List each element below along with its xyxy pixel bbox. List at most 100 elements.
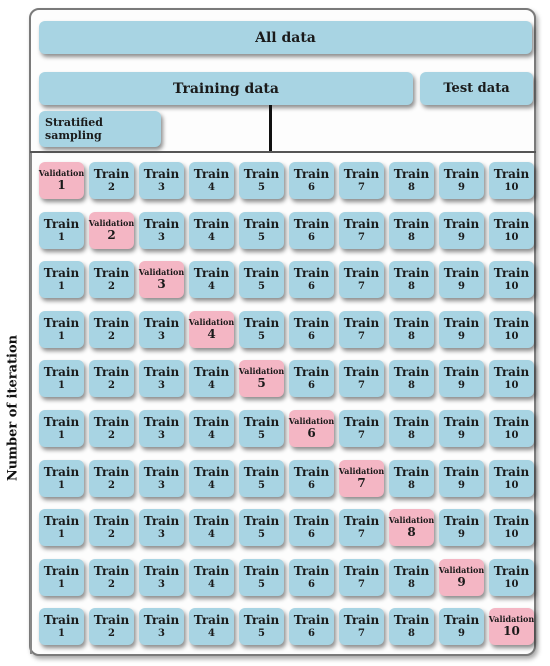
fold-number: 6 bbox=[308, 528, 315, 540]
train-fold: Train 2 bbox=[89, 261, 134, 298]
train-fold: Train 1 bbox=[39, 410, 84, 447]
train-fold: Train 8 bbox=[389, 162, 434, 199]
fold-label: Train bbox=[343, 563, 380, 578]
fold-number: 4 bbox=[208, 181, 215, 193]
fold-label: Train bbox=[493, 216, 530, 231]
train-fold: Train 2 bbox=[89, 509, 134, 546]
fold-number: 9 bbox=[458, 181, 465, 193]
validation-fold: Validation 1 bbox=[39, 162, 84, 199]
train-fold: Train 3 bbox=[139, 509, 184, 546]
fold-label: Train bbox=[43, 265, 80, 280]
validation-fold: Validation 3 bbox=[139, 261, 184, 298]
fold-number: 1 bbox=[58, 429, 65, 441]
fold-number: 4 bbox=[208, 429, 215, 441]
train-fold: Train 10 bbox=[489, 162, 534, 199]
fold-number: 7 bbox=[358, 528, 365, 540]
fold-number: 10 bbox=[504, 231, 519, 243]
fold-number: 2 bbox=[108, 379, 115, 391]
fold-label: Train bbox=[243, 563, 280, 578]
fold-label: Train bbox=[293, 315, 330, 330]
train-fold: Train 6 bbox=[289, 608, 334, 645]
train-fold: Train 4 bbox=[189, 509, 234, 546]
fold-label: Validation bbox=[288, 416, 335, 426]
fold-label: Validation bbox=[188, 317, 235, 327]
fold-number: 5 bbox=[257, 376, 266, 391]
fold-label: Validation bbox=[138, 267, 185, 277]
train-fold: Train 8 bbox=[389, 460, 434, 497]
fold-number: 1 bbox=[58, 231, 65, 243]
validation-fold: Validation 2 bbox=[89, 212, 134, 249]
train-fold: Train 3 bbox=[139, 360, 184, 397]
train-fold: Train 1 bbox=[39, 559, 84, 596]
validation-fold: Validation 8 bbox=[389, 509, 434, 546]
fold-label: Train bbox=[93, 563, 130, 578]
fold-label: Train bbox=[43, 414, 80, 429]
fold-label: Train bbox=[93, 612, 130, 627]
fold-label: Train bbox=[193, 612, 230, 627]
fold-label: Train bbox=[393, 364, 430, 379]
fold-number: 9 bbox=[458, 379, 465, 391]
connector-line bbox=[269, 105, 272, 153]
fold-label: Train bbox=[343, 315, 380, 330]
fold-label: Validation bbox=[338, 466, 385, 476]
fold-label: Train bbox=[493, 364, 530, 379]
train-fold: Train 3 bbox=[139, 212, 184, 249]
fold-number: 1 bbox=[58, 479, 65, 491]
axis-line bbox=[30, 153, 32, 654]
train-fold: Train 4 bbox=[189, 162, 234, 199]
fold-label: Train bbox=[143, 166, 180, 181]
fold-label: Train bbox=[93, 166, 130, 181]
fold-label: Train bbox=[393, 563, 430, 578]
fold-number: 10 bbox=[504, 528, 519, 540]
fold-label: Train bbox=[243, 513, 280, 528]
fold-label: Train bbox=[293, 464, 330, 479]
fold-label: Train bbox=[443, 464, 480, 479]
fold-label: Train bbox=[93, 464, 130, 479]
fold-number: 9 bbox=[458, 231, 465, 243]
fold-number: 2 bbox=[107, 228, 116, 243]
train-fold: Train 10 bbox=[489, 261, 534, 298]
fold-number: 8 bbox=[408, 578, 415, 590]
fold-number: 4 bbox=[208, 479, 215, 491]
fold-label: Train bbox=[393, 414, 430, 429]
fold-number: 4 bbox=[208, 280, 215, 292]
train-fold: Train 10 bbox=[489, 410, 534, 447]
fold-number: 9 bbox=[458, 330, 465, 342]
train-fold: Train 3 bbox=[139, 410, 184, 447]
train-fold: Train 5 bbox=[239, 410, 284, 447]
train-fold: Train 6 bbox=[289, 509, 334, 546]
fold-number: 7 bbox=[358, 181, 365, 193]
train-fold: Train 1 bbox=[39, 212, 84, 249]
fold-number: 3 bbox=[158, 231, 165, 243]
fold-label: Train bbox=[143, 563, 180, 578]
train-fold: Train 1 bbox=[39, 608, 84, 645]
fold-label: Train bbox=[143, 513, 180, 528]
fold-number: 8 bbox=[408, 330, 415, 342]
fold-number: 7 bbox=[358, 231, 365, 243]
fold-label: Train bbox=[193, 513, 230, 528]
fold-number: 8 bbox=[408, 627, 415, 639]
fold-number: 6 bbox=[308, 181, 315, 193]
fold-label: Train bbox=[93, 265, 130, 280]
train-fold: Train 9 bbox=[439, 360, 484, 397]
train-fold: Train 9 bbox=[439, 261, 484, 298]
fold-label: Train bbox=[143, 612, 180, 627]
train-fold: Train 9 bbox=[439, 212, 484, 249]
fold-number: 4 bbox=[208, 379, 215, 391]
fold-label: Train bbox=[443, 513, 480, 528]
train-fold: Train 8 bbox=[389, 261, 434, 298]
fold-label: Train bbox=[343, 216, 380, 231]
fold-label: Train bbox=[293, 563, 330, 578]
train-fold: Train 6 bbox=[289, 559, 334, 596]
train-fold: Train 1 bbox=[39, 460, 84, 497]
train-fold: Train 3 bbox=[139, 162, 184, 199]
fold-label: Train bbox=[193, 364, 230, 379]
train-fold: Train 10 bbox=[489, 212, 534, 249]
fold-label: Train bbox=[93, 513, 130, 528]
fold-number: 2 bbox=[108, 181, 115, 193]
fold-label: Validation bbox=[238, 366, 285, 376]
fold-number: 10 bbox=[503, 624, 520, 639]
train-fold: Train 7 bbox=[339, 608, 384, 645]
train-fold: Train 8 bbox=[389, 410, 434, 447]
fold-number: 8 bbox=[408, 379, 415, 391]
